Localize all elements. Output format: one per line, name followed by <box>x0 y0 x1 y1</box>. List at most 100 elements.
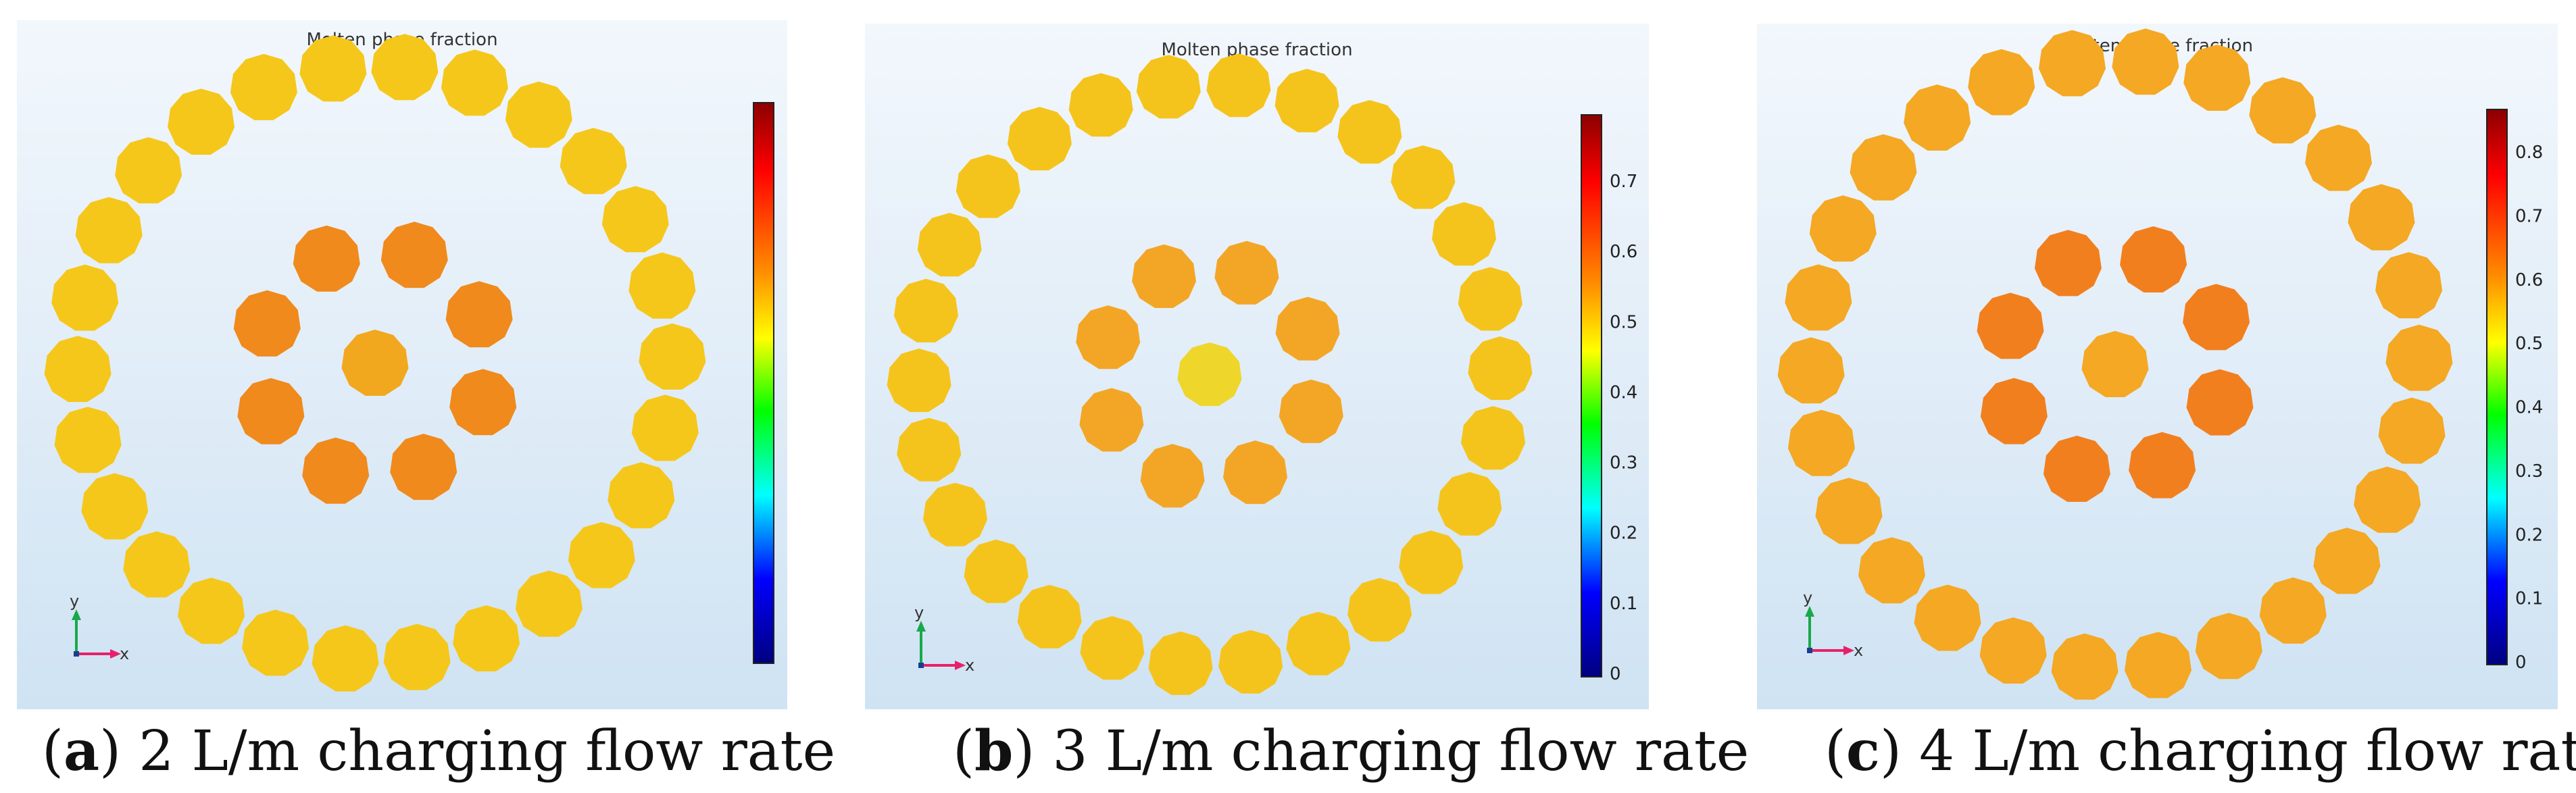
capsule-field-c: 0.8 0.7 0.6 0.5 0.4 0.3 0.2 0.1 0 y x <box>1777 28 2543 700</box>
outer-capsule <box>1914 584 1981 651</box>
inner-capsule <box>2120 226 2187 292</box>
outer-capsule <box>1286 611 1351 675</box>
colorbar <box>2486 109 2508 665</box>
caption-b: (b) 3 L/m charging flow rate <box>953 719 1750 784</box>
outer-capsule <box>242 609 309 676</box>
inner-capsule <box>2186 369 2254 436</box>
colorbar-tick-label: 0.2 <box>2515 525 2543 545</box>
outer-capsule <box>2313 528 2381 594</box>
outer-capsule <box>115 137 182 204</box>
inner-capsule <box>2043 436 2110 502</box>
outer-capsule <box>1787 409 1855 476</box>
outer-capsule <box>54 407 122 474</box>
caption-letter: b <box>974 719 1014 784</box>
inner-capsule <box>390 434 457 501</box>
outer-capsule <box>1461 406 1526 470</box>
outer-capsule <box>917 213 982 277</box>
colorbar-tick-label: 0.8 <box>2515 143 2543 163</box>
inner-capsule <box>2183 284 2250 351</box>
inner-capsule <box>1980 378 2048 444</box>
colorbar-tick-label: 0.7 <box>2515 206 2543 226</box>
outer-capsule <box>2378 397 2446 464</box>
colorbar <box>753 102 774 664</box>
plot-title: Molten phase fraction <box>1161 40 1353 60</box>
caption-a: (a) 2 L/m charging flow rate <box>42 719 836 784</box>
outer-capsule <box>1399 530 1464 594</box>
outer-capsule <box>1777 337 1845 404</box>
capsule-field-a: y x <box>44 34 774 692</box>
outer-capsule <box>441 49 508 116</box>
outer-capsule <box>2375 252 2443 319</box>
inner-capsule <box>2129 432 2196 498</box>
outer-capsule <box>1432 202 1496 266</box>
x-axis-label: x <box>1854 641 1863 660</box>
outer-capsule <box>123 531 191 598</box>
outer-capsule <box>1979 617 2047 684</box>
contour-plot-a: Molten phase fraction <box>17 20 787 709</box>
axis-triad: y x <box>914 603 974 675</box>
x-axis-label: x <box>120 644 129 663</box>
inner-capsule <box>1214 240 1279 305</box>
caption-letter: a <box>64 719 100 784</box>
outer-capsule <box>1858 537 1925 604</box>
inner-capsule <box>1132 244 1196 308</box>
outer-capsule <box>312 625 379 692</box>
outer-capsule <box>81 473 149 540</box>
outer-capsule <box>897 417 962 482</box>
outer-capsule <box>1337 100 1402 164</box>
inner-capsule <box>380 222 448 288</box>
outer-capsule <box>1080 616 1145 680</box>
center-capsule <box>1177 342 1242 407</box>
colorbar-tick-label: 0.3 <box>2515 461 2543 482</box>
outer-capsule <box>1068 73 1133 137</box>
colorbar-tick-label: 0.5 <box>1610 312 1637 332</box>
y-axis-label: y <box>914 603 924 622</box>
outer-capsule <box>887 349 951 412</box>
outer-capsule <box>2259 577 2327 644</box>
outer-capsule <box>893 278 958 342</box>
colorbar-tick-label: 0.5 <box>2515 334 2543 354</box>
axis-triad: y x <box>70 592 129 663</box>
outer-capsule <box>515 570 583 637</box>
outer-capsule <box>1904 84 1971 151</box>
colorbar-tick-label: 0.1 <box>2515 589 2543 609</box>
outer-capsule <box>2354 466 2421 533</box>
outer-capsule <box>1850 134 1917 201</box>
outer-capsule <box>2249 77 2317 144</box>
outer-capsule <box>601 186 669 253</box>
outer-capsule <box>1968 49 2035 116</box>
outer-capsule <box>628 252 696 319</box>
outer-capsule <box>453 605 520 671</box>
colorbar-tick-label: 0.7 <box>1610 172 1637 192</box>
colorbar-tick-label: 0.6 <box>2515 270 2543 290</box>
inner-capsule <box>1279 379 1343 443</box>
colorbar-tick-label: 0.1 <box>1610 594 1637 614</box>
inner-capsule <box>449 369 517 436</box>
colorbar-tick-label: 0.2 <box>1610 523 1637 544</box>
outer-capsule <box>964 539 1029 603</box>
outer-capsule <box>383 623 451 690</box>
outer-capsule <box>1809 195 1877 262</box>
outer-capsule <box>2039 30 2106 97</box>
caption-letter: c <box>1846 719 1880 784</box>
center-capsule <box>341 330 409 396</box>
caption-text: 3 L/m charging flow rate <box>1052 719 1750 784</box>
caption-c: (c) 4 L/m charging flow rate <box>1825 719 2576 784</box>
inner-capsule <box>1223 440 1287 505</box>
colorbar-tick-label: 0.4 <box>1610 382 1637 403</box>
contour-plot-b: Molten phase fraction 0.7 0.6 0.5 0.4 0.3 0.2… <box>865 24 1649 709</box>
outer-capsule <box>1391 145 1456 209</box>
inner-capsule <box>293 225 360 292</box>
inner-capsule <box>1076 305 1141 369</box>
colorbar-tick-label: 0.4 <box>2515 398 2543 418</box>
outer-capsule <box>2051 633 2119 700</box>
inner-capsule <box>1275 297 1340 361</box>
y-axis-label: y <box>1803 588 1812 607</box>
center-capsule <box>2081 331 2149 397</box>
outer-capsule <box>1218 630 1283 694</box>
outer-capsule <box>2348 184 2415 251</box>
outer-capsule <box>230 53 297 120</box>
outer-capsule <box>2112 28 2179 95</box>
colorbar-tick-label: 0.3 <box>1610 453 1637 474</box>
outer-capsule <box>639 323 706 390</box>
